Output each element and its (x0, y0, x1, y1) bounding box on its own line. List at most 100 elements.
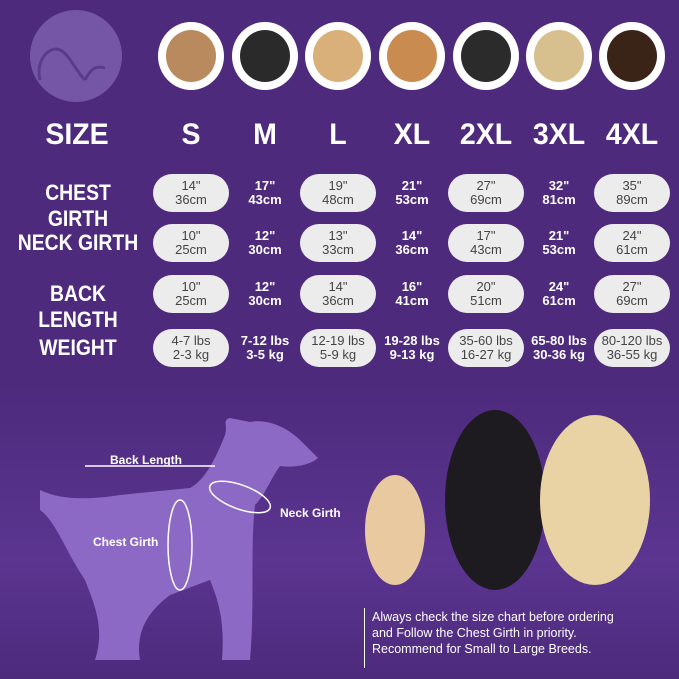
cell-metric: 81cm (542, 192, 576, 207)
cell-metric: 33cm (322, 242, 354, 257)
cell-metric: 16-27 kg (460, 347, 512, 362)
breed-photo-1 (232, 22, 298, 90)
cell-imperial: 17" (476, 228, 496, 243)
table-cell: 24" 61cm (521, 275, 597, 313)
table-cell: 12" 30cm (227, 275, 303, 313)
neck-girth-label: Neck Girth (280, 506, 341, 520)
cell-imperial: 10" (181, 228, 201, 243)
cell-metric: 48cm (322, 192, 354, 207)
chest-girth-ring (167, 499, 193, 591)
cell-imperial: 35-60 lbs (459, 333, 513, 348)
cell-metric: 61cm (542, 293, 576, 308)
dogs-photo (365, 410, 650, 590)
size-0: S (181, 118, 201, 151)
cell-metric: 30-36 kg (532, 347, 586, 362)
cell-imperial: 10" (181, 279, 201, 294)
fit-guide-section: Back Length Neck Girth Chest Girth (0, 380, 679, 679)
size-2: L (329, 118, 347, 151)
cell-imperial: 24" (622, 228, 642, 243)
cell-imperial: 17" (254, 178, 276, 193)
cell-metric: 9-13 kg (389, 347, 435, 362)
cell-imperial: 24" (548, 279, 570, 294)
cell-metric: 41cm (395, 293, 429, 308)
cell-metric: 43cm (470, 242, 502, 257)
cell-imperial: 80-120 lbs (601, 333, 663, 348)
cell-imperial: 14" (181, 178, 201, 193)
cell-imperial: 16" (401, 279, 423, 294)
cell-metric: 69cm (616, 293, 648, 308)
cell-imperial: 14" (328, 279, 348, 294)
cell-metric: 25cm (175, 242, 207, 257)
cell-imperial: 12" (254, 279, 276, 294)
cell-imperial: 21" (401, 178, 423, 193)
table-cell: 7-12 lbs 3-5 kg (227, 329, 303, 367)
cell-imperial: 12-19 lbs (311, 333, 365, 348)
table-cell: 4-7 lbs 2-3 kg (153, 329, 229, 367)
cell-imperial: 19" (328, 178, 348, 193)
cell-metric: 30cm (248, 293, 282, 308)
cell-imperial: 65-80 lbs (531, 333, 587, 348)
cell-metric: 36cm (322, 293, 354, 308)
cell-metric: 43cm (248, 192, 282, 207)
table-cell: 80-120 lbs 36-55 kg (594, 329, 670, 367)
cell-metric: 25cm (175, 293, 207, 308)
table-cell: 14" 36cm (153, 174, 229, 212)
cell-metric: 36cm (395, 242, 429, 257)
table-cell: 21" 53cm (374, 174, 450, 212)
cell-imperial: 14" (401, 228, 423, 243)
cell-imperial: 32" (548, 178, 570, 193)
table-cell: 35-60 lbs 16-27 kg (448, 329, 524, 367)
table-cell: 24" 61cm (594, 224, 670, 262)
table-cell: 12-19 lbs 5-9 kg (300, 329, 376, 367)
back-length-label: Back Length (110, 453, 183, 467)
cell-metric: 53cm (395, 192, 429, 207)
cell-imperial: 27" (476, 178, 496, 193)
neck-girth-ring (208, 480, 272, 514)
dog-silhouette (40, 418, 318, 660)
table-cell: 10" 25cm (153, 224, 229, 262)
breed-photo-4 (453, 22, 519, 90)
breed-photo-5 (526, 22, 592, 90)
table-cell: 17" 43cm (448, 224, 524, 262)
table-cell: 27" 69cm (448, 174, 524, 212)
cell-metric: 89cm (616, 192, 648, 207)
cell-imperial: 20" (476, 279, 496, 294)
cell-imperial: 4-7 lbs (171, 333, 211, 348)
cell-imperial: 12" (254, 228, 276, 243)
note-line: Recommend for Small to Large Breeds. (372, 642, 592, 656)
cell-imperial: 35" (622, 178, 642, 193)
row-label: NECK GIRTH (17, 230, 139, 255)
breed-photo-2 (305, 22, 371, 90)
table-cell: 21" 53cm (521, 224, 597, 262)
note-line: and Follow the Chest Girth in priority. (372, 626, 577, 640)
cell-metric: 36-55 kg (606, 347, 658, 362)
row-label: BACK LENGTH (38, 281, 118, 332)
cell-imperial: 21" (548, 228, 570, 243)
cell-metric: 53cm (542, 242, 576, 257)
dog-silhouette-diagram (40, 410, 650, 660)
table-cell: 17" 43cm (227, 174, 303, 212)
cell-imperial: 7-12 lbs (240, 333, 290, 348)
table-cell: 35" 89cm (594, 174, 670, 212)
table-cell: 65-80 lbs 30-36 kg (521, 329, 597, 367)
table-cell: 13" 33cm (300, 224, 376, 262)
cell-metric: 3-5 kg (246, 347, 284, 362)
breed-photo-0 (158, 22, 224, 90)
size-heading: SIZE (45, 118, 109, 151)
table-cell: 16" 41cm (374, 275, 450, 313)
cell-imperial: 19-28 lbs (384, 333, 440, 348)
cell-metric: 2-3 kg (172, 347, 210, 362)
breed-photo-6 (599, 22, 665, 90)
note-line: Always check the size chart before order… (372, 610, 614, 624)
cell-metric: 51cm (470, 293, 502, 308)
size-3: XL (393, 118, 431, 151)
breed-photo-3 (379, 22, 445, 90)
table-cell: 14" 36cm (300, 275, 376, 313)
note-divider (364, 608, 365, 668)
table-cell: 14" 36cm (374, 224, 450, 262)
cell-metric: 5-9 kg (319, 347, 357, 362)
table-cell: 19" 48cm (300, 174, 376, 212)
chest-girth-label: Chest Girth (93, 535, 159, 549)
size-5: 3XL (532, 118, 586, 151)
table-cell: 12" 30cm (227, 224, 303, 262)
